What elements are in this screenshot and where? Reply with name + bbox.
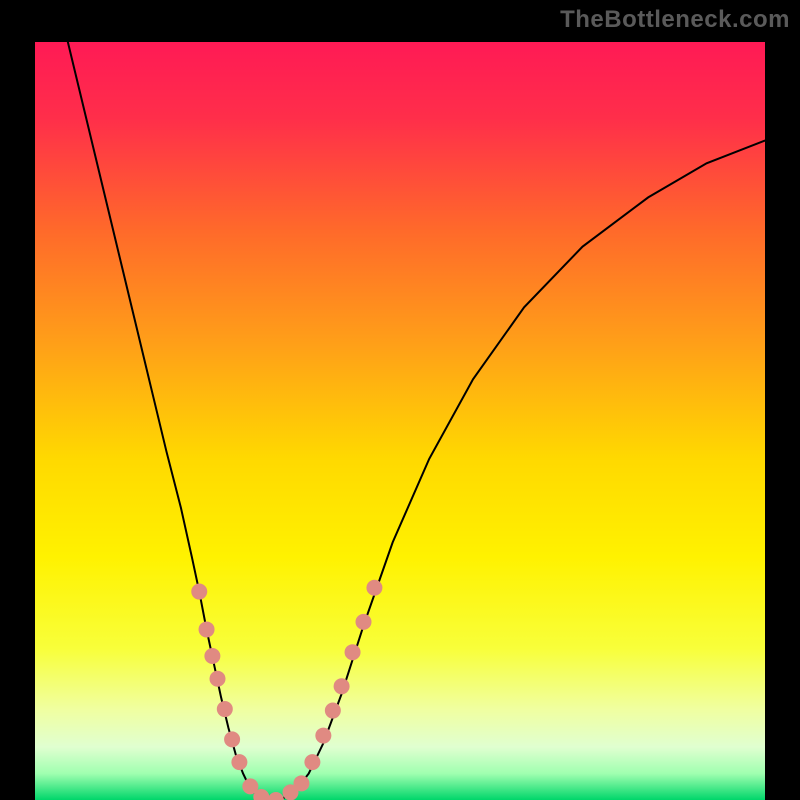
- chart-plot-area: [35, 42, 765, 800]
- marker-point: [210, 671, 226, 687]
- marker-point: [217, 701, 233, 717]
- marker-point: [366, 580, 382, 596]
- marker-point: [315, 728, 331, 744]
- gradient-background: [35, 42, 765, 800]
- marker-point: [356, 614, 372, 630]
- marker-point: [191, 584, 207, 600]
- chart-svg: [35, 42, 765, 800]
- marker-point: [304, 754, 320, 770]
- marker-point: [231, 754, 247, 770]
- marker-point: [325, 703, 341, 719]
- marker-point: [204, 648, 220, 664]
- marker-point: [334, 678, 350, 694]
- marker-point: [345, 644, 361, 660]
- marker-point: [199, 621, 215, 637]
- marker-point: [224, 731, 240, 747]
- watermark-text: TheBottleneck.com: [560, 6, 790, 34]
- marker-point: [293, 775, 309, 791]
